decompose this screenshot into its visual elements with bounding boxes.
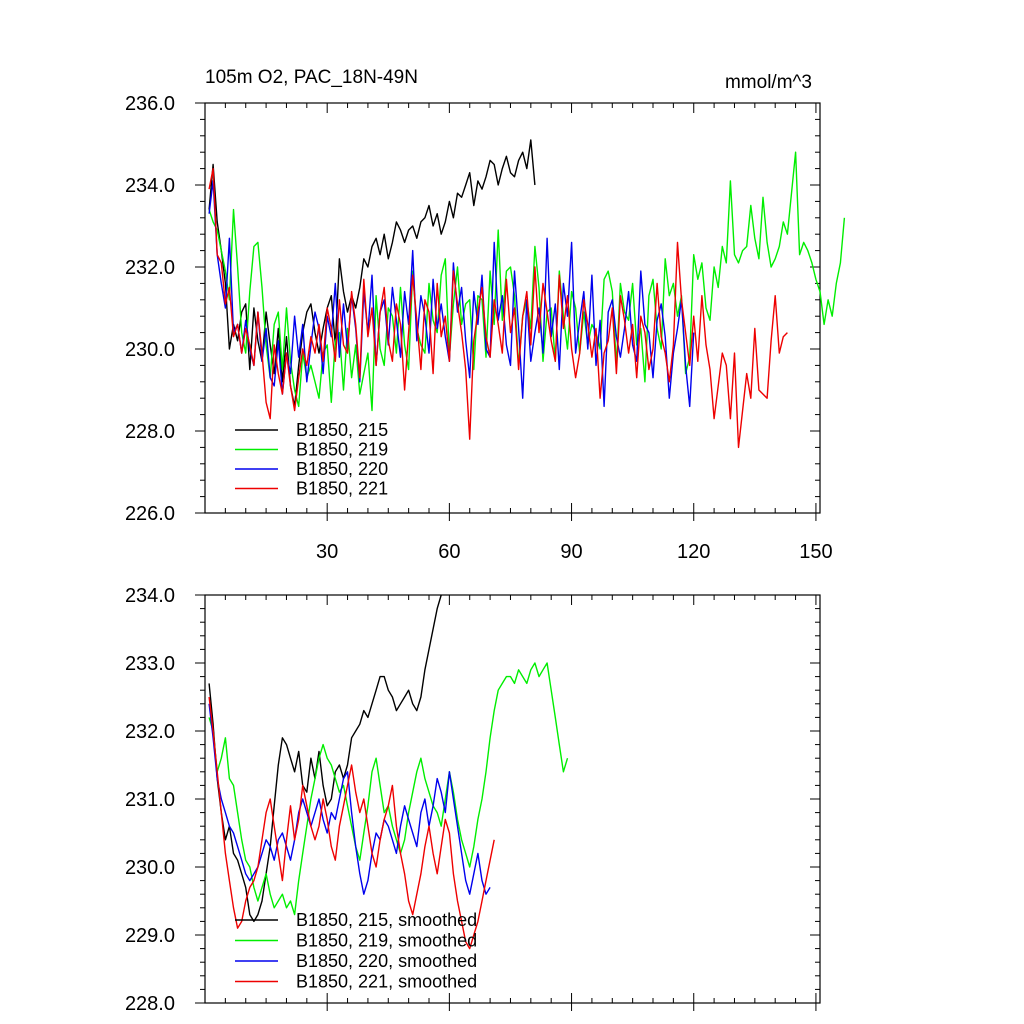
- y-tick-label: 226.0: [125, 503, 175, 525]
- y-tick-label: 228.0: [125, 993, 175, 1015]
- x-tick-label: 120: [677, 541, 710, 563]
- y-tick-label: 232.0: [125, 721, 175, 743]
- series-line-2-4: [208, 696, 495, 950]
- y-tick-label: 230.0: [125, 339, 175, 361]
- legend-label: B1850, 221: [296, 479, 388, 499]
- y-tick-label: 231.0: [125, 789, 175, 811]
- y-tick-label: 230.0: [125, 857, 175, 879]
- y-tick-label: 236.0: [125, 93, 175, 115]
- y-tick-label: 229.0: [125, 925, 175, 947]
- series-line-1-1: [208, 139, 536, 408]
- y-tick-label: 232.0: [125, 257, 175, 279]
- x-tick-label: 150: [799, 541, 832, 563]
- y-tick-label: 228.0: [125, 421, 175, 443]
- units-label: mmol/m^3: [725, 72, 812, 93]
- chart-title: 105m O2, PAC_18N-49N: [205, 67, 418, 88]
- legend-label: B1850, 219: [296, 440, 388, 460]
- plot-frame-1: [204, 102, 821, 514]
- series-line-1-4: [208, 167, 788, 449]
- series-line-2-3: [208, 703, 491, 895]
- legend-label: B1850, 220: [296, 459, 388, 479]
- x-tick-label: 60: [438, 541, 460, 563]
- legend-label: B1850, 219, smoothed: [296, 931, 477, 951]
- y-tick-label: 234.0: [125, 585, 175, 607]
- x-tick-label: 90: [560, 541, 582, 563]
- legend-label: B1850, 221, smoothed: [296, 972, 477, 992]
- series-line-2-2: [208, 662, 569, 916]
- y-tick-label: 234.0: [125, 175, 175, 197]
- x-tick-label: 30: [316, 541, 338, 563]
- legend-label: B1850, 215: [296, 420, 388, 440]
- legend-label: B1850, 220, smoothed: [296, 951, 477, 971]
- y-tick-label: 233.0: [125, 653, 175, 675]
- series-line-1-2: [208, 151, 846, 412]
- series-line-2-1: [208, 594, 442, 923]
- legend-label: B1850, 215, smoothed: [296, 910, 477, 930]
